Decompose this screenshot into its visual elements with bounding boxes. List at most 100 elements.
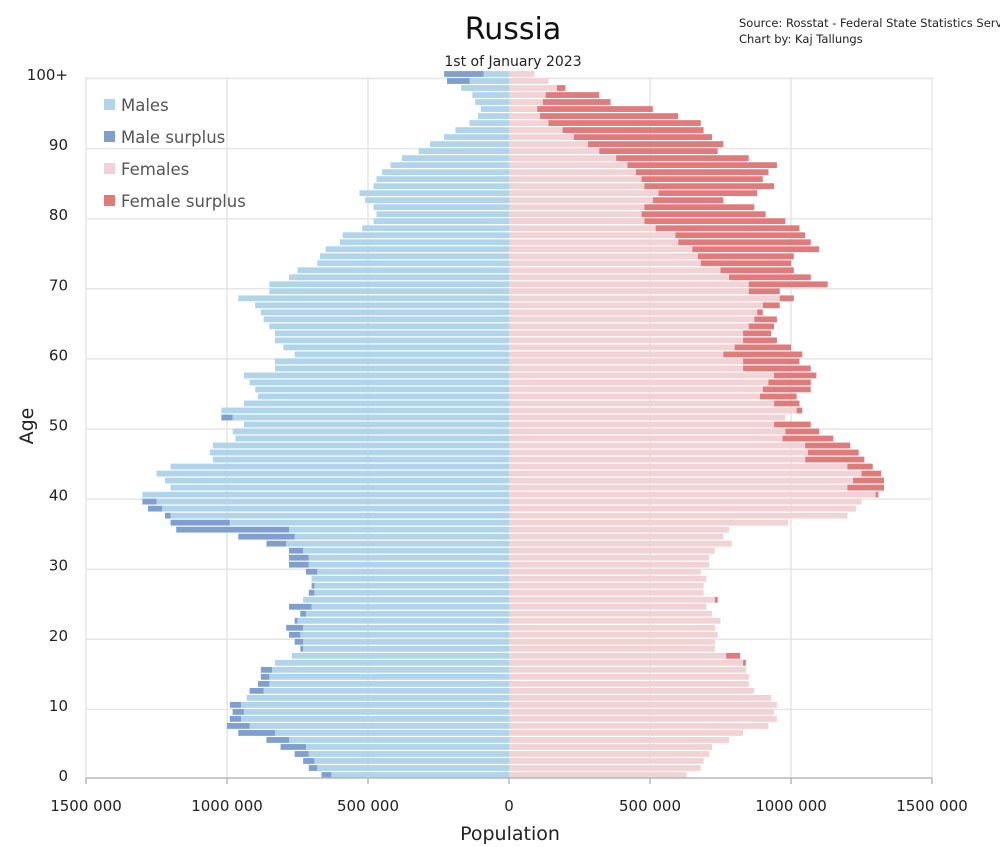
bar-females-age-99 <box>509 78 549 84</box>
x-tick-label: 1500 000 <box>896 797 968 815</box>
y-tick-label: 90 <box>49 136 68 154</box>
bar-female-surplus-age-64 <box>748 323 775 330</box>
bar-female-surplus-age-97 <box>545 92 600 98</box>
bar-female-surplus-age-86 <box>635 169 769 176</box>
bar-female-surplus-age-55 <box>762 386 811 393</box>
bar-female-surplus-age-43 <box>861 470 882 477</box>
bar-males-age-39 <box>156 498 509 505</box>
bar-females-age-72 <box>509 267 721 274</box>
legend-label-males: Males <box>121 96 169 115</box>
bar-males-age-62 <box>274 337 509 344</box>
bar-females-age-27 <box>509 582 704 589</box>
bar-males-age-94 <box>477 113 509 119</box>
bar-males-age-4 <box>305 744 509 750</box>
bar-females-age-100 <box>509 71 535 77</box>
bar-females-age-16 <box>509 659 744 666</box>
bar-female-surplus-age-68 <box>779 295 794 302</box>
bar-females-age-45 <box>509 456 806 463</box>
bar-males-age-34 <box>294 533 509 540</box>
bar-females-age-50 <box>509 421 775 428</box>
bar-males-age-67 <box>255 302 509 309</box>
bar-females-age-12 <box>509 687 755 694</box>
bar-females-age-83 <box>509 190 659 197</box>
bar-male-surplus-age-10 <box>229 701 242 708</box>
bar-male-surplus-age-20 <box>289 631 301 638</box>
bar-females-age-19 <box>509 638 715 645</box>
bar-females-age-10 <box>509 701 777 708</box>
bar-female-surplus-age-74 <box>697 253 794 260</box>
bar-males-age-96 <box>475 99 509 105</box>
bar-females-age-74 <box>509 253 698 260</box>
bar-males-age-21 <box>303 624 509 631</box>
bar-females-age-71 <box>509 274 729 281</box>
bar-females-age-49 <box>509 428 786 435</box>
bar-males-age-53 <box>243 400 510 407</box>
bar-female-surplus-age-89 <box>599 148 718 155</box>
bar-females-age-65 <box>509 316 755 323</box>
bar-female-surplus-age-66 <box>757 309 763 316</box>
bar-male-surplus-age-14 <box>260 673 270 680</box>
bar-females-age-7 <box>509 723 769 729</box>
bar-males-age-33 <box>286 540 509 547</box>
bar-females-age-21 <box>509 624 715 631</box>
bar-females-age-79 <box>509 218 645 225</box>
y-tick-label: 30 <box>49 557 68 575</box>
bar-female-surplus-age-82 <box>652 197 724 204</box>
bar-males-age-0 <box>331 772 509 778</box>
bar-males-age-41 <box>170 484 509 491</box>
bar-females-age-89 <box>509 148 600 155</box>
bar-males-age-57 <box>243 372 510 379</box>
bar-female-surplus-age-93 <box>548 120 701 126</box>
bar-females-age-61 <box>509 344 735 351</box>
bar-males-age-55 <box>255 386 509 393</box>
bar-females-age-1 <box>509 765 701 771</box>
bar-females-age-9 <box>509 709 775 715</box>
bar-female-surplus-age-95 <box>537 106 653 112</box>
bar-females-age-4 <box>509 744 713 750</box>
bar-males-age-74 <box>320 253 509 260</box>
bar-female-surplus-age-85 <box>641 176 763 183</box>
bar-females-age-68 <box>509 295 780 302</box>
bar-male-surplus-age-31 <box>289 554 309 561</box>
bar-females-age-32 <box>509 547 715 554</box>
bar-females-age-54 <box>509 393 760 400</box>
chart-title: Russia <box>465 12 562 47</box>
bar-male-surplus-age-23 <box>300 610 306 617</box>
chart-subtitle: 1st of January 2023 <box>444 54 581 70</box>
bar-female-surplus-age-46 <box>807 449 859 456</box>
bar-females-age-87 <box>509 162 628 169</box>
bar-males-age-38 <box>162 505 509 512</box>
bar-female-surplus-age-81 <box>644 204 755 211</box>
bar-females-age-29 <box>509 568 701 575</box>
y-tick-label: 80 <box>49 206 68 224</box>
bar-females-age-6 <box>509 730 744 736</box>
bar-males-age-87 <box>390 162 509 169</box>
bar-female-surplus-age-54 <box>759 393 797 400</box>
bar-females-age-51 <box>509 414 786 421</box>
bar-female-surplus-age-91 <box>573 134 713 140</box>
bar-females-age-67 <box>509 302 763 309</box>
bar-males-age-6 <box>274 730 509 736</box>
bar-males-age-47 <box>212 442 509 449</box>
bar-males-age-5 <box>289 737 509 743</box>
bar-female-surplus-age-78 <box>655 225 800 232</box>
bar-females-age-93 <box>509 120 549 126</box>
bar-female-surplus-age-50 <box>774 421 811 428</box>
bar-males-age-80 <box>376 211 509 218</box>
bar-females-age-39 <box>509 498 862 505</box>
bar-females-age-13 <box>509 680 749 687</box>
bar-female-surplus-age-71 <box>728 274 811 281</box>
bar-females-age-3 <box>509 751 710 757</box>
bar-female-surplus-age-25 <box>714 596 718 603</box>
bar-female-surplus-age-42 <box>853 477 885 484</box>
bar-males-age-86 <box>382 169 509 176</box>
bar-males-age-99 <box>469 78 509 84</box>
bar-male-surplus-age-0 <box>321 772 332 778</box>
bar-males-age-51 <box>232 414 509 421</box>
y-tick-label: 10 <box>49 697 68 715</box>
bar-female-surplus-age-94 <box>540 113 679 119</box>
bar-female-surplus-age-57 <box>774 372 817 379</box>
bar-male-surplus-age-100 <box>444 71 484 77</box>
bar-males-age-28 <box>311 575 509 582</box>
bar-male-surplus-age-51 <box>221 414 233 421</box>
